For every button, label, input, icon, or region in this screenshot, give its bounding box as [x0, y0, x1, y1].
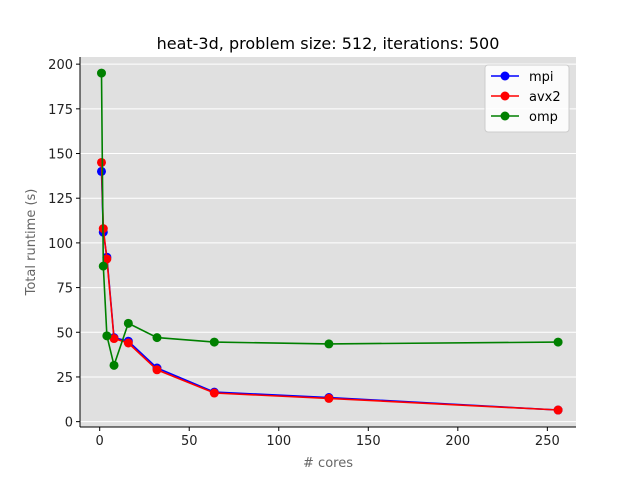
data-point-avx2 — [152, 365, 162, 375]
x-tick-label: 200 — [445, 434, 470, 449]
data-point-avx2 — [102, 254, 112, 264]
x-tick-label: 250 — [535, 434, 560, 449]
grid-lines — [80, 63, 576, 423]
legend-swatch-marker — [500, 91, 510, 101]
x-tick-label: 100 — [266, 434, 291, 449]
y-tick-label: 0 — [65, 416, 73, 431]
data-point-omp — [109, 360, 119, 370]
legend: mpi avx2 omp — [484, 64, 570, 133]
data-point-omp — [98, 261, 108, 271]
y-tick-label: 75 — [56, 282, 73, 297]
data-point-avx2 — [109, 334, 119, 344]
y-axis-title: Total runtime (s) — [24, 189, 39, 297]
data-point-avx2 — [553, 405, 563, 415]
series-avx2 — [96, 157, 563, 415]
data-point-avx2 — [96, 157, 106, 167]
axes — [76, 57, 576, 431]
legend-item-avx2: avx2 — [491, 90, 561, 105]
legend-label: avx2 — [529, 90, 561, 105]
y-tick-label: 25 — [56, 371, 73, 386]
y-tick-label: 50 — [56, 326, 73, 341]
data-point-omp — [102, 331, 112, 341]
data-point-avx2 — [324, 393, 334, 403]
chart-title: heat-3d, problem size: 512, iterations: … — [157, 34, 500, 53]
legend-swatch-marker — [500, 111, 510, 121]
series-omp — [96, 68, 563, 370]
y-tick-label: 150 — [48, 148, 73, 163]
legend-label: mpi — [529, 70, 554, 85]
data-point-omp — [324, 339, 334, 349]
y-tick-label: 100 — [48, 237, 73, 252]
y-tick-label: 175 — [48, 103, 73, 118]
data-point-omp — [96, 68, 106, 78]
data-point-avx2 — [209, 388, 219, 398]
x-axis-title: # cores — [303, 456, 353, 471]
legend-item-mpi: mpi — [491, 70, 554, 85]
series-lines — [96, 68, 563, 415]
data-point-avx2 — [123, 338, 133, 348]
tick-labels: 0 25 50 75 100 125 150 175 200 0 50 100 150 200 250 — [48, 58, 560, 449]
x-tick-label: 0 — [96, 434, 104, 449]
x-tick-label: 150 — [356, 434, 381, 449]
legend-label: omp — [529, 110, 558, 125]
y-tick-label: 200 — [48, 58, 73, 73]
legend-swatch-marker — [500, 71, 510, 81]
data-point-omp — [553, 337, 563, 347]
data-point-omp — [123, 318, 133, 328]
data-point-omp — [152, 333, 162, 343]
y-tick-label: 125 — [48, 192, 73, 207]
x-tick-label: 50 — [181, 434, 198, 449]
data-point-omp — [209, 337, 219, 347]
legend-item-omp: omp — [491, 110, 558, 125]
